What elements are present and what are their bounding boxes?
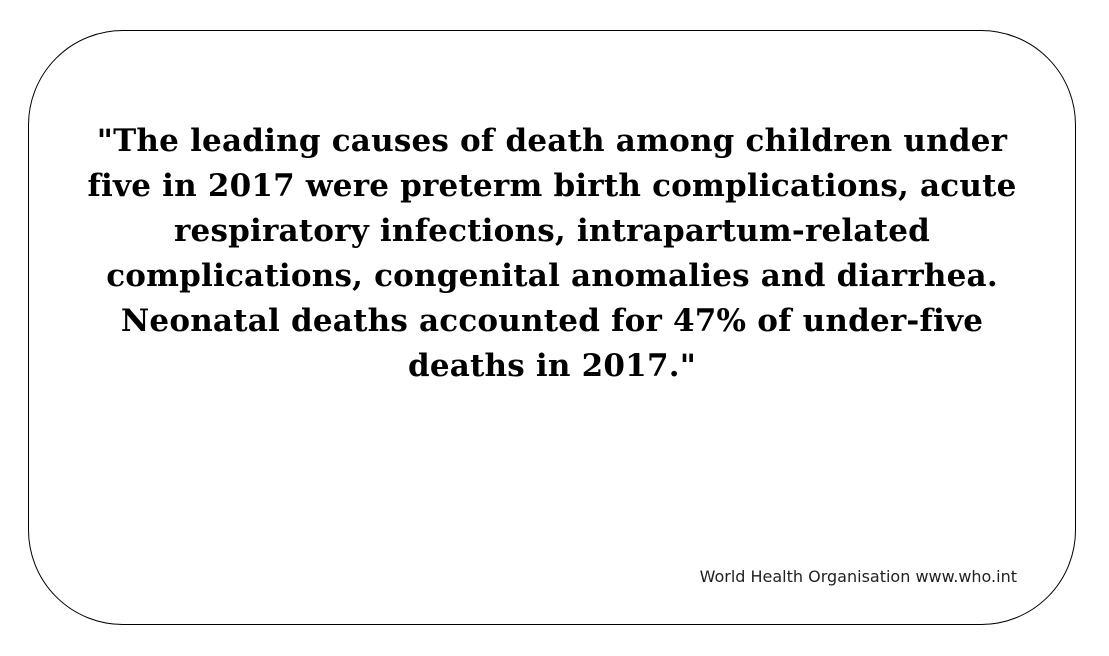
quote-text: "The leading causes of death among child… xyxy=(69,119,1035,389)
quote-card: "The leading causes of death among child… xyxy=(28,30,1076,625)
quote-line: Neonatal deaths accounted for 47% of und… xyxy=(120,303,984,339)
quote-line: complications, congenital anomalies and … xyxy=(106,258,998,294)
quote-line: "The leading causes of death among child… xyxy=(96,123,1008,159)
quote-line: deaths in 2017." xyxy=(407,348,697,384)
attribution-text: World Health Organisation www.who.int xyxy=(699,567,1017,586)
quote-line: five in 2017 were preterm birth complica… xyxy=(87,168,1017,204)
quote-line: respiratory infections, intrapartum-rela… xyxy=(173,213,931,249)
